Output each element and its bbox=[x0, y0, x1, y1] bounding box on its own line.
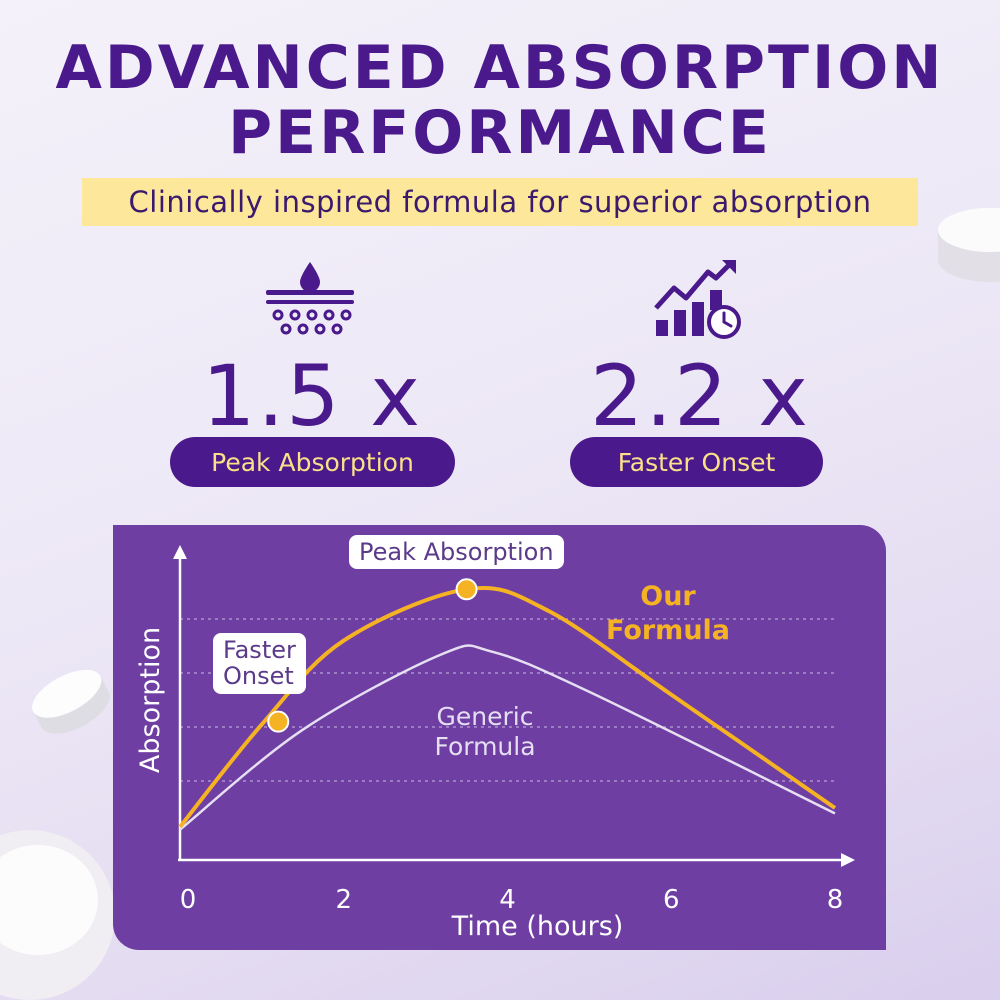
series-line-generic-formula bbox=[179, 644, 836, 831]
x-tick-label: 8 bbox=[827, 885, 844, 915]
absorption-chart: 0 2 4 6 8 Time (hours) Absorption Our Formula Gen… bbox=[135, 545, 855, 942]
stat-peak-absorption-value: 1.5 x bbox=[202, 347, 422, 445]
series-label-generic-formula: Generic Formula bbox=[434, 702, 535, 761]
stat-peak-absorption-label-text: Peak Absorption bbox=[211, 447, 414, 477]
y-axis-arrow bbox=[173, 545, 187, 559]
stat-faster-onset-value: 2.2 x bbox=[590, 347, 810, 445]
callout-line: Faster bbox=[223, 636, 296, 664]
callout-line: Onset bbox=[223, 662, 294, 691]
callout-faster-onset: Faster Onset bbox=[213, 633, 306, 694]
x-tick-label: 6 bbox=[663, 885, 680, 915]
marker-peak-absorption bbox=[455, 578, 478, 601]
subtitle-banner: Clinically inspired formula for superior… bbox=[82, 178, 918, 226]
callout-peak-absorption: Peak Absorption bbox=[349, 535, 564, 570]
chart-panel: 0 2 4 6 8 Time (hours) Absorption Our Formula Gen… bbox=[113, 525, 886, 950]
x-axis-arrow bbox=[841, 853, 855, 867]
stat-faster-onset-label-text: Faster Onset bbox=[617, 447, 776, 477]
marker-faster-onset bbox=[267, 710, 290, 733]
series-label-our-formula: Our Formula bbox=[606, 581, 730, 646]
x-tick-label: 2 bbox=[335, 885, 352, 915]
y-axis-label: Absorption bbox=[135, 627, 166, 773]
tablet-decoration-bottom-left bbox=[0, 830, 115, 1000]
growth-chart-clock-icon bbox=[654, 260, 741, 339]
callout-line: Peak Absorption bbox=[359, 538, 554, 566]
subtitle-text: Clinically inspired formula for superior… bbox=[128, 185, 872, 219]
page-title-line1: ADVANCED ABSORPTION bbox=[55, 33, 945, 103]
tablet-decoration-left bbox=[32, 669, 110, 734]
stat-faster-onset-label: Faster Onset bbox=[570, 437, 823, 487]
x-tick-label: 4 bbox=[499, 885, 516, 915]
x-axis-label: Time (hours) bbox=[451, 911, 624, 942]
page-title-line2: PERFORMANCE bbox=[228, 98, 772, 168]
stat-peak-absorption-label: Peak Absorption bbox=[170, 437, 455, 487]
skin-absorption-icon bbox=[266, 262, 354, 335]
x-tick-label: 0 bbox=[180, 885, 197, 915]
tablet-decoration-top-right bbox=[938, 208, 1000, 282]
